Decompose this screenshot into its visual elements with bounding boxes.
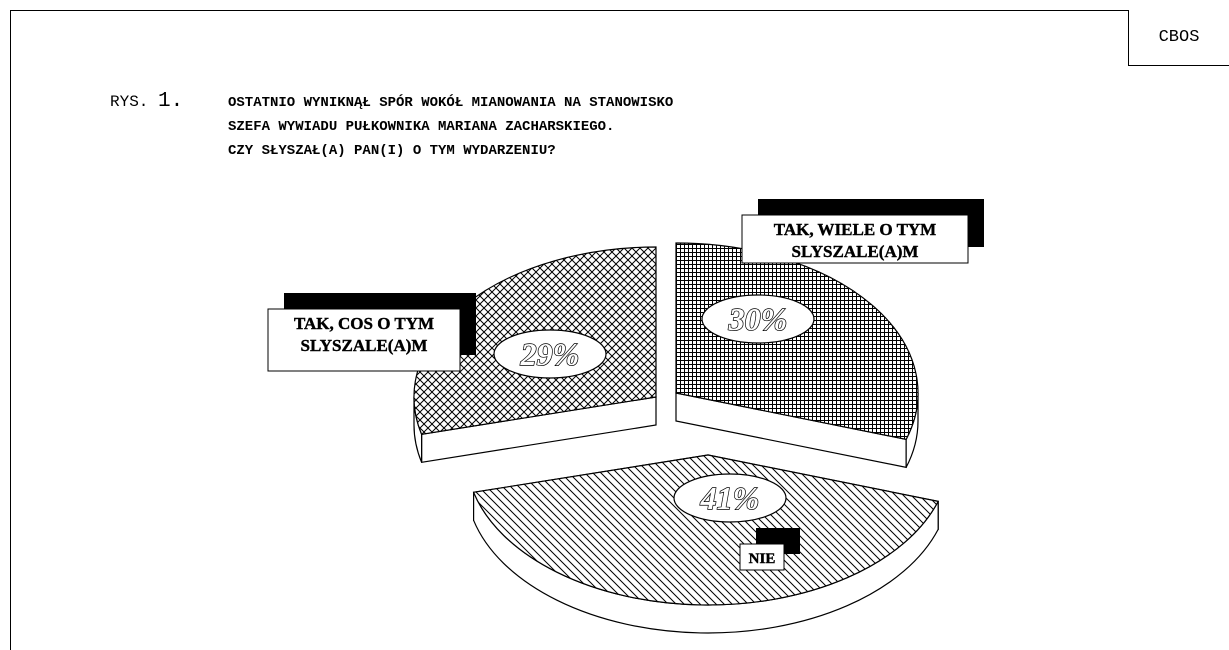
svg-text:TAK, WIELE O TYM: TAK, WIELE O TYM: [774, 220, 936, 239]
svg-text:29%: 29%: [520, 336, 580, 372]
svg-text:SLYSZALE(A)M: SLYSZALE(A)M: [792, 242, 919, 261]
svg-text:TAK, COS O TYM: TAK, COS O TYM: [294, 314, 434, 333]
figure-num: 1.: [158, 90, 184, 113]
value-label-3: 29%: [493, 329, 607, 379]
source-box: CBOS: [1128, 10, 1229, 66]
category-label-3: TAK, COS O TYM SLYSZALE(A)M: [267, 293, 476, 372]
source-label: CBOS: [1158, 28, 1200, 47]
pie-slice-top-1: [675, 242, 919, 441]
value-label-2: 41%: [673, 473, 787, 523]
figure-prefix: RYS.: [110, 93, 149, 111]
pie-slice-2: [472, 454, 940, 634]
chart-title: OSTATNIO WYNIKNĄŁ SPÓR WOKÓŁ MIANOWANIA …: [228, 91, 673, 163]
title-line-3: CZY SŁYSZAŁ(A) PAN(I) O TYM WYDARZENIU?: [228, 143, 556, 159]
svg-text:NIE: NIE: [749, 551, 776, 567]
title-line-1: OSTATNIO WYNIKNĄŁ SPÓR WOKÓŁ MIANOWANIA …: [228, 95, 674, 111]
svg-text:41%: 41%: [700, 480, 760, 516]
value-label-1: 30%: [701, 294, 815, 344]
category-label-1: TAK, WIELE O TYM SLYSZALE(A)M: [741, 199, 984, 264]
title-line-2: SZEFA WYWIADU PUŁKOWNIKA MARIANA ZACHARS…: [228, 119, 615, 135]
svg-text:30%: 30%: [728, 301, 788, 337]
svg-text:SLYSZALE(A)M: SLYSZALE(A)M: [301, 336, 428, 355]
pie-slice-top-2: [472, 454, 940, 606]
pie-slice-1: [675, 242, 919, 469]
category-label-2: NIE: [739, 528, 800, 571]
figure-frame: [10, 10, 1229, 650]
figure-number: RYS. 1.: [110, 90, 183, 113]
